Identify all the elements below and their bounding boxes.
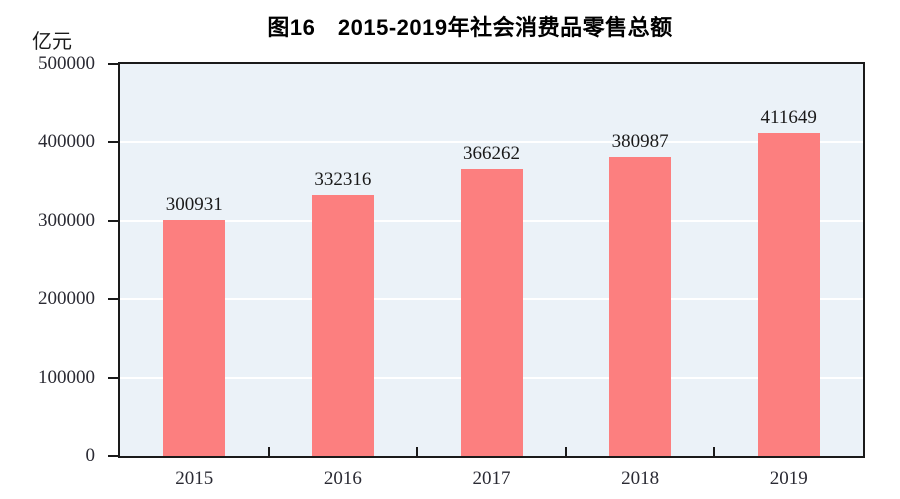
x-tick-label: 2015 bbox=[175, 468, 214, 489]
bar-value-label: 380987 bbox=[611, 131, 669, 152]
y-tick-label: 0 bbox=[85, 445, 96, 466]
x-tick-label: 2018 bbox=[621, 468, 660, 489]
y-tick-mark bbox=[108, 219, 118, 222]
y-tick-label: 400000 bbox=[38, 131, 95, 153]
gridline bbox=[120, 141, 863, 144]
x-tick-mark bbox=[267, 447, 270, 456]
y-tick-label: 200000 bbox=[38, 288, 95, 310]
x-tick-mark bbox=[564, 447, 567, 456]
y-tick-mark bbox=[108, 455, 118, 457]
x-tick-label: 2016 bbox=[323, 468, 362, 489]
y-tick-mark bbox=[108, 376, 118, 379]
y-tick-label: 100000 bbox=[38, 366, 95, 388]
bar bbox=[460, 169, 523, 456]
bar-value-label: 411649 bbox=[760, 107, 817, 128]
y-tick-mark bbox=[108, 298, 118, 301]
x-tick-label: 2019 bbox=[769, 468, 808, 489]
y-axis-unit-label: 亿元 bbox=[32, 31, 72, 53]
bar bbox=[757, 133, 820, 456]
x-tick-label: 2017 bbox=[472, 468, 511, 489]
bar-value-label: 332316 bbox=[314, 169, 372, 190]
plot-area: 300931 332316 366262 380987 411649 bbox=[118, 62, 865, 458]
bar-value-label: 366262 bbox=[463, 143, 520, 164]
y-tick-mark bbox=[108, 63, 118, 65]
y-tick-mark bbox=[108, 141, 118, 144]
y-tick-label: 500000 bbox=[38, 53, 95, 74]
bar bbox=[163, 220, 226, 456]
y-tick-label: 300000 bbox=[38, 209, 95, 231]
bar-value-label: 300931 bbox=[165, 194, 223, 215]
x-tick-mark bbox=[713, 447, 716, 456]
chart-title: 图16 2015-2019年社会消费品零售总额 bbox=[267, 15, 673, 40]
x-tick-mark bbox=[416, 447, 419, 456]
bar bbox=[311, 195, 374, 456]
bar bbox=[609, 157, 672, 456]
